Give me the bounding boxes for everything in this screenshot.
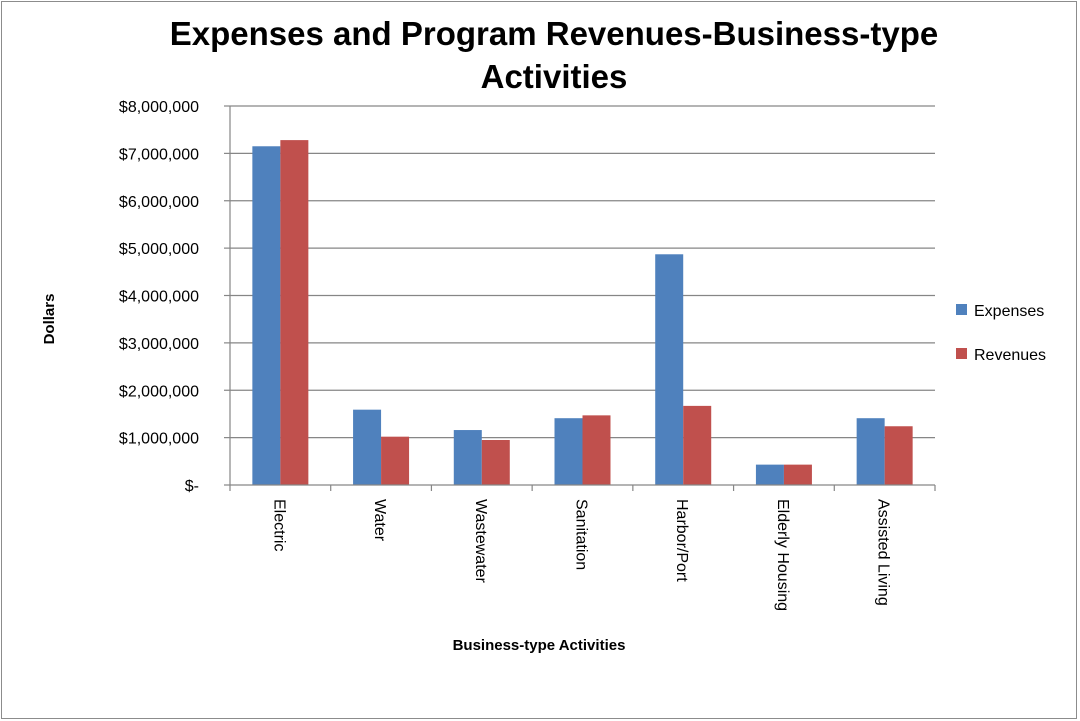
- x-category-label: Elderly Housing: [774, 499, 791, 611]
- legend-label-expenses: Expenses: [974, 303, 1044, 320]
- x-axis-title: Business-type Activities: [453, 637, 626, 654]
- x-category-labels: Electric Water Wastewater Sanitation Harbor/…: [270, 499, 891, 611]
- bar-revenues-wastewater: [482, 440, 510, 485]
- legend-swatch-expenses: [956, 304, 967, 315]
- bar-revenues-harbor-port: [683, 406, 711, 485]
- y-tick-label: $1,000,000: [119, 431, 199, 448]
- bar-expenses-electric: [252, 146, 280, 485]
- y-tick-label: $8,000,000: [119, 99, 199, 116]
- y-axis-title: Dollars: [41, 294, 58, 345]
- x-category-label: Sanitation: [573, 499, 590, 570]
- x-category-label: Harbor/Port: [673, 499, 690, 582]
- y-tick-label: $3,000,000: [119, 336, 199, 353]
- gridlines: [230, 106, 935, 438]
- x-category-label: Wastewater: [472, 499, 489, 584]
- bar-expenses-wastewater: [454, 430, 482, 485]
- bar-expenses-harbor-port: [655, 254, 683, 485]
- legend-label-revenues: Revenues: [974, 347, 1046, 364]
- y-tick-label: $6,000,000: [119, 194, 199, 211]
- y-tick-label: $2,000,000: [119, 383, 199, 400]
- chart-title-line-1: Expenses and Program Revenues-Business-t…: [170, 15, 938, 52]
- bar-revenues-elderly-housing: [784, 465, 812, 485]
- bar-revenues-sanitation: [583, 415, 611, 485]
- bars: [252, 140, 912, 485]
- legend-swatch-revenues: [956, 348, 967, 359]
- bar-expenses-assisted-living: [857, 418, 885, 485]
- bar-revenues-assisted-living: [885, 426, 913, 485]
- chart-title-line-2: Activities: [481, 58, 628, 95]
- bar-expenses-elderly-housing: [756, 465, 784, 485]
- x-category-label: Water: [371, 499, 388, 542]
- x-category-label: Assisted Living: [875, 499, 892, 606]
- bar-revenues-water: [381, 437, 409, 485]
- legend: Expenses Revenues: [956, 303, 1046, 364]
- y-tick-label: $4,000,000: [119, 289, 199, 306]
- y-tick-labels: $- $1,000,000 $2,000,000 $3,000,000 $4,000,0…: [119, 99, 199, 495]
- y-tick-label: $-: [185, 478, 199, 495]
- y-tick-label: $7,000,000: [119, 146, 199, 163]
- x-category-label: Electric: [270, 499, 287, 551]
- y-tick-label: $5,000,000: [119, 241, 199, 258]
- bar-revenues-electric: [280, 140, 308, 485]
- bar-expenses-water: [353, 410, 381, 485]
- bar-expenses-sanitation: [555, 418, 583, 485]
